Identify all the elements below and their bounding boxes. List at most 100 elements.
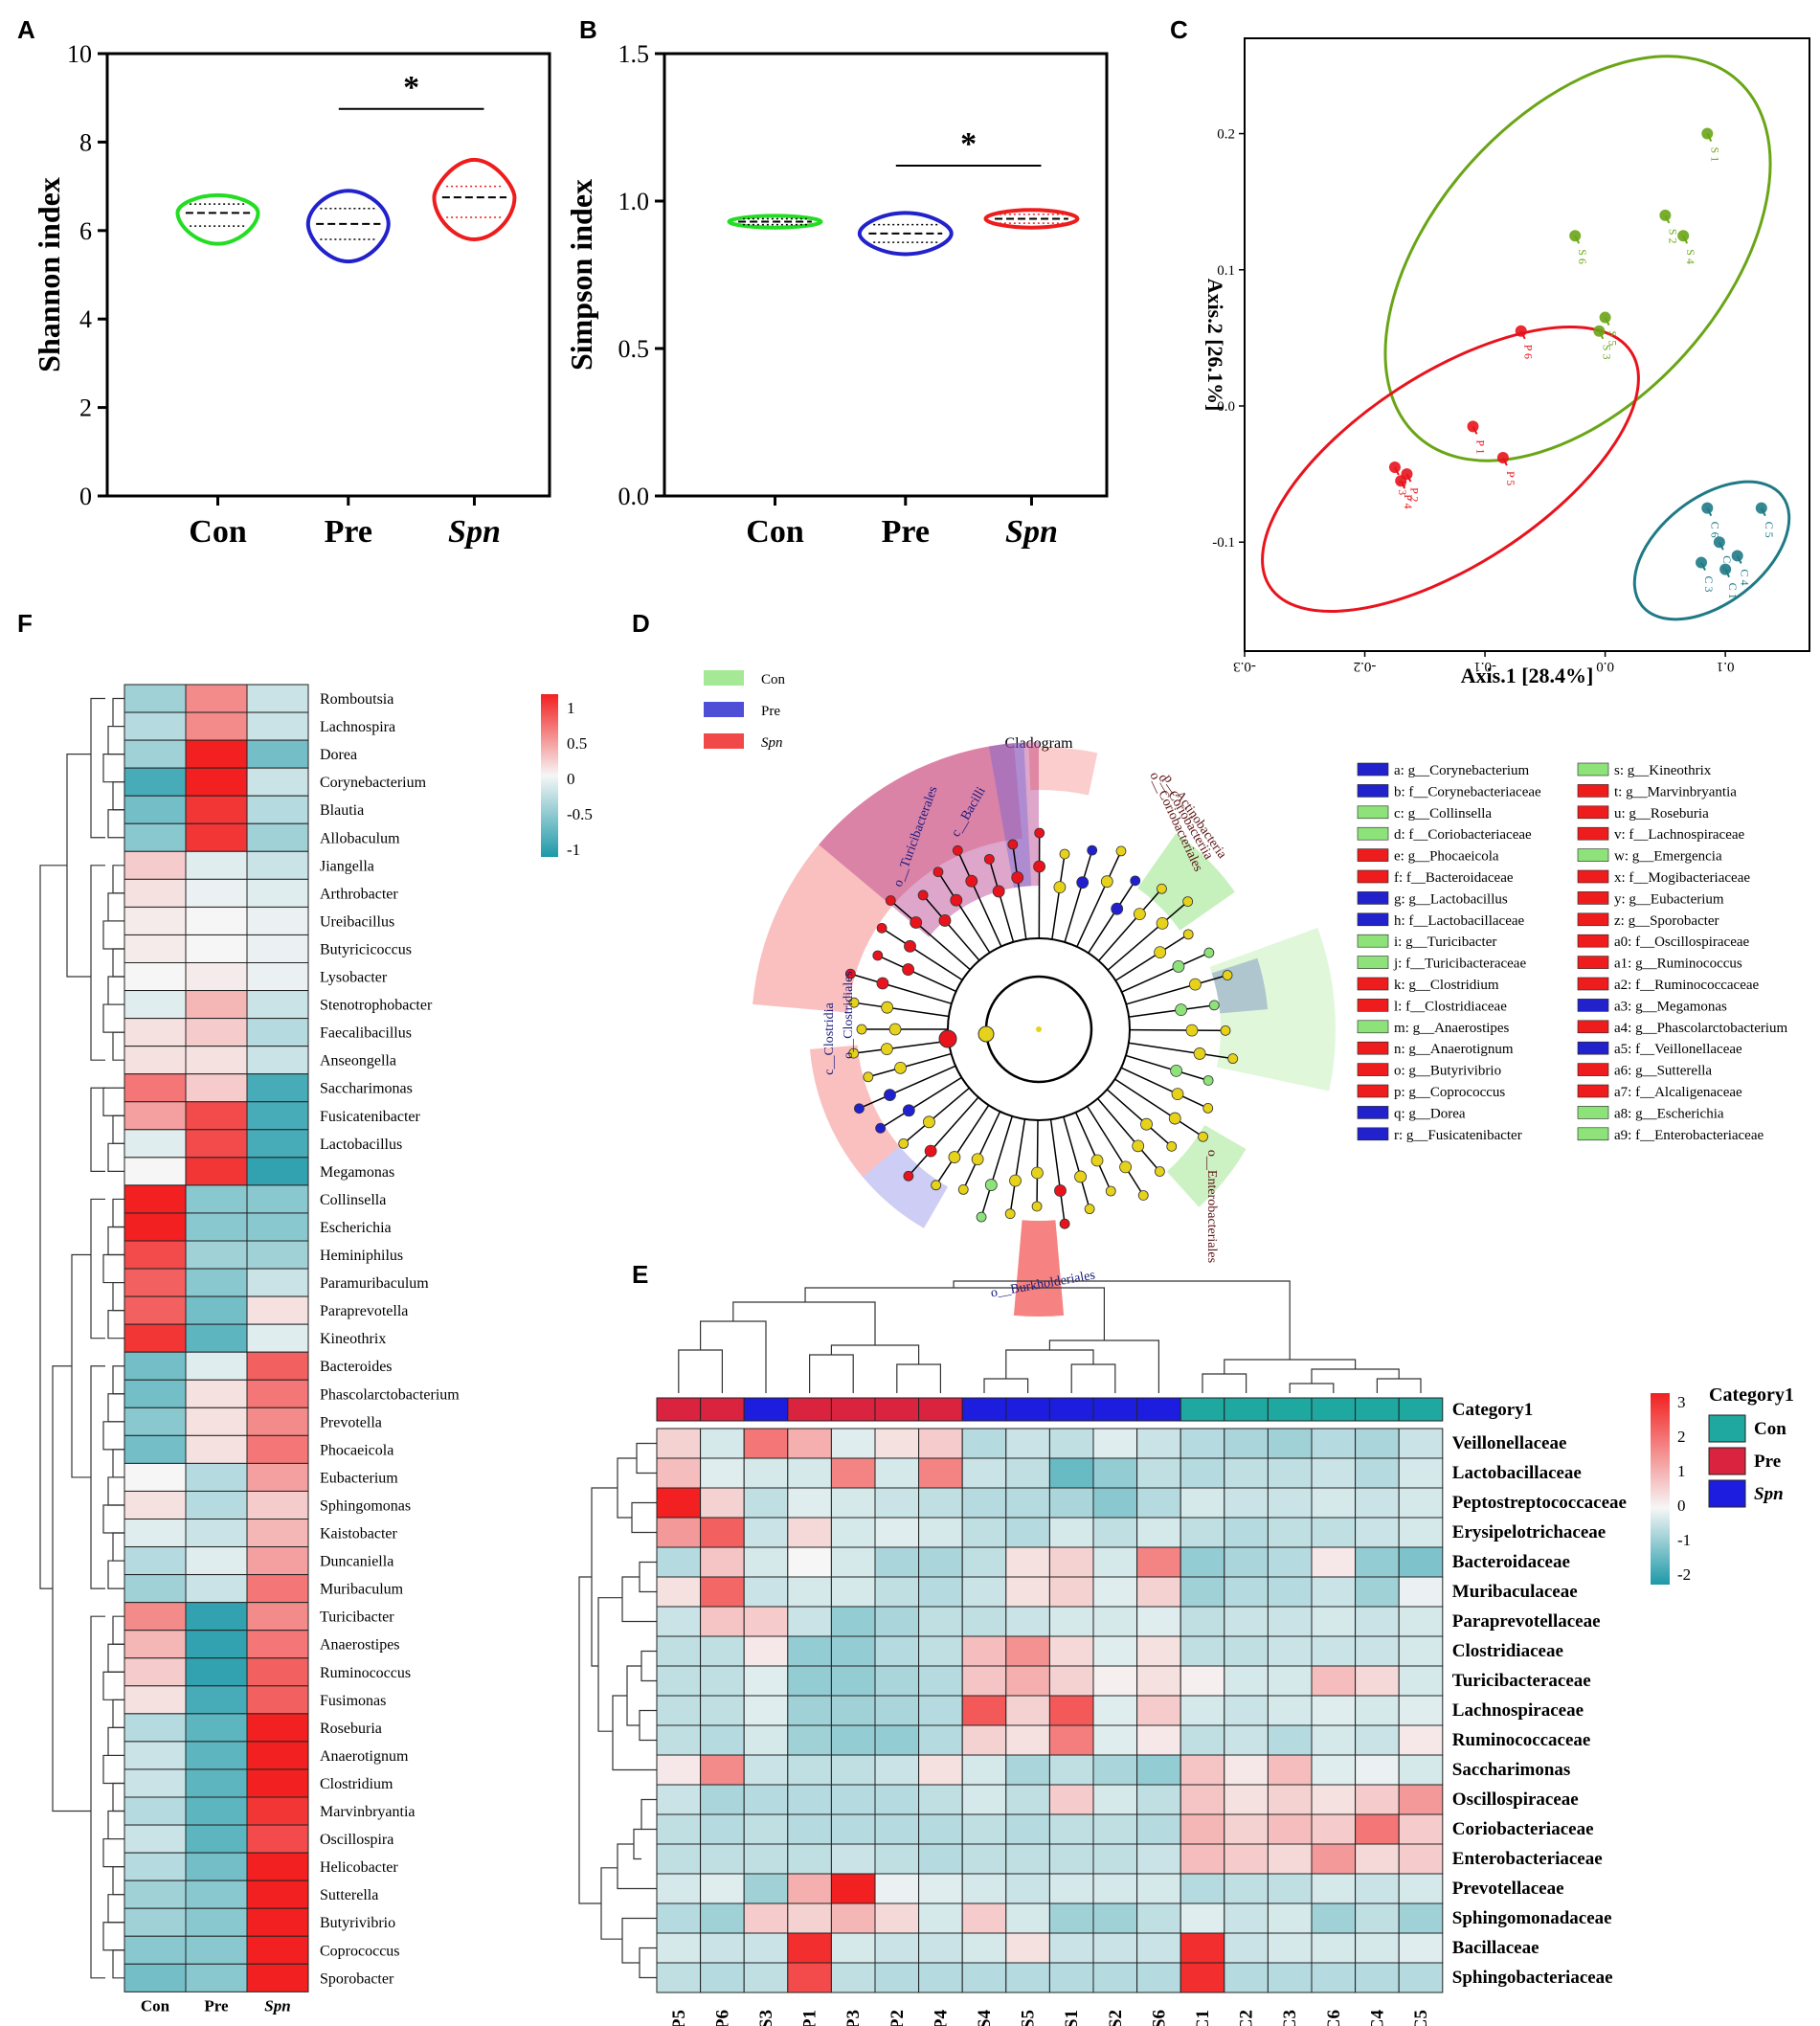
heat-cell — [124, 906, 187, 935]
scale-tick: 1 — [567, 699, 575, 717]
heat-cell — [1005, 1665, 1050, 1697]
dendrogram-branch — [107, 1393, 124, 1423]
category-cell — [1136, 1397, 1181, 1422]
row-label: Megamonas — [320, 1164, 394, 1181]
heat-cell — [246, 1240, 309, 1270]
heat-cell — [1005, 1932, 1050, 1964]
tree-branch — [1125, 1054, 1209, 1082]
heat-cell — [700, 1457, 745, 1489]
dendrogram-branch — [631, 1501, 657, 1534]
dendrogram-branch — [1311, 1368, 1400, 1384]
heat-cell — [1355, 1635, 1400, 1667]
row-label: Butyrivibrio — [320, 1915, 395, 1931]
column-label: P3 — [843, 2010, 864, 2026]
legend-swatch — [1577, 1106, 1609, 1119]
tree-leaf — [932, 867, 944, 878]
tree-leaf — [1203, 947, 1215, 958]
column-label: C4 — [1367, 2010, 1387, 2026]
heat-cell — [185, 1073, 248, 1103]
plot-frame — [663, 52, 1109, 498]
legend-entry: e: g__Phocaeicola — [1394, 849, 1499, 865]
heat-cell — [1398, 1606, 1444, 1637]
legend-entry: a1: g__Ruminococcus — [1614, 957, 1742, 972]
tree-leaf — [1007, 839, 1019, 850]
heat-cell — [1224, 1724, 1269, 1756]
heat-cell — [830, 1754, 876, 1786]
y-tick-label: 0.1 — [1217, 263, 1235, 279]
heat-cell — [1180, 1517, 1225, 1548]
heat-cell — [124, 1212, 187, 1242]
heat-cell — [1355, 1606, 1400, 1637]
tree-node — [1054, 1184, 1067, 1197]
heat-cell — [743, 1754, 789, 1786]
scale-tick: -1 — [567, 841, 580, 859]
tree-node — [1132, 1139, 1145, 1153]
heat-cell — [1267, 1576, 1313, 1608]
row-label: Corynebacterium — [320, 775, 427, 791]
tree-leaf — [856, 1024, 867, 1035]
heat-cell — [1092, 1517, 1138, 1548]
heat-cell — [185, 906, 248, 935]
scale-tick: 0 — [1677, 1497, 1686, 1515]
tree-leaf — [854, 1103, 865, 1114]
heat-cell — [1180, 1902, 1225, 1934]
point-c5 — [1755, 502, 1767, 514]
heat-cell — [124, 1157, 187, 1186]
heat-cell — [1092, 1546, 1138, 1578]
column-label: P4 — [931, 2010, 951, 2026]
legend-entry: a0: f__Oscillospiraceae — [1614, 934, 1750, 950]
plot-frame — [105, 52, 551, 498]
heat-cell — [1136, 1962, 1181, 1993]
heat-cell — [1267, 1695, 1313, 1726]
heat-cell — [961, 1517, 1007, 1548]
tree-node — [1090, 1154, 1104, 1167]
confidence-ellipses — [1261, 55, 1791, 621]
row-label: Paraprevotella — [320, 1303, 408, 1319]
heat-cell — [1267, 1665, 1313, 1697]
tree-leaf — [1157, 883, 1167, 894]
tree-leaf — [844, 968, 856, 979]
heat-cell — [830, 1635, 876, 1667]
panel-label-e: E — [632, 1260, 648, 1289]
y-tick-label: 0 — [79, 483, 92, 510]
scale-tick: 0.5 — [567, 734, 587, 753]
tree-branch — [988, 859, 1015, 942]
tree-node — [1119, 1160, 1132, 1174]
dendrogram-branch — [640, 1650, 657, 1682]
heat-cell — [1311, 1606, 1357, 1637]
y-axis-ticks: 0 2 4 6 8 10 — [67, 40, 107, 510]
dendrogram-branch — [804, 1287, 1105, 1340]
point-label: P 1 — [1474, 439, 1488, 454]
legend-swatch — [1577, 784, 1609, 798]
heat-cell — [656, 1635, 702, 1667]
dendrogram-branch — [107, 976, 124, 1005]
tree-leaf — [1034, 827, 1045, 839]
heat-cell — [1224, 1487, 1269, 1519]
heat-cell — [1005, 1457, 1050, 1489]
heat-cell — [185, 1852, 248, 1881]
x-tick-label: -0.3 — [1233, 659, 1256, 674]
group-swatch-con — [704, 670, 744, 686]
dendrogram-branch — [107, 809, 124, 839]
tree-branch — [980, 1115, 1013, 1218]
heat-cell — [1267, 1873, 1313, 1904]
tree-leaf — [1222, 970, 1233, 980]
row-label: Heminiphilus — [320, 1248, 403, 1264]
y-tick-label: 1.5 — [618, 40, 650, 68]
category-cell — [874, 1397, 920, 1422]
heat-cell — [1311, 1962, 1357, 1993]
heat-cell — [1048, 1932, 1094, 1964]
tree-leaf — [903, 1170, 914, 1182]
heat-cell — [1398, 1843, 1444, 1875]
heat-cell — [185, 1824, 248, 1854]
heat-cell — [246, 1657, 309, 1687]
heat-cell — [1092, 1724, 1138, 1756]
heat-cell — [1355, 1487, 1400, 1519]
y-axis-title: Shannon index — [32, 177, 66, 372]
legend-swatch — [1357, 956, 1389, 969]
dendrogram-branch — [102, 1003, 124, 1033]
heat-cell — [961, 1606, 1007, 1637]
heat-cell — [124, 1907, 187, 1937]
legend-entry: i: g__Turicibacter — [1394, 934, 1496, 950]
heat-cell — [918, 1635, 963, 1667]
